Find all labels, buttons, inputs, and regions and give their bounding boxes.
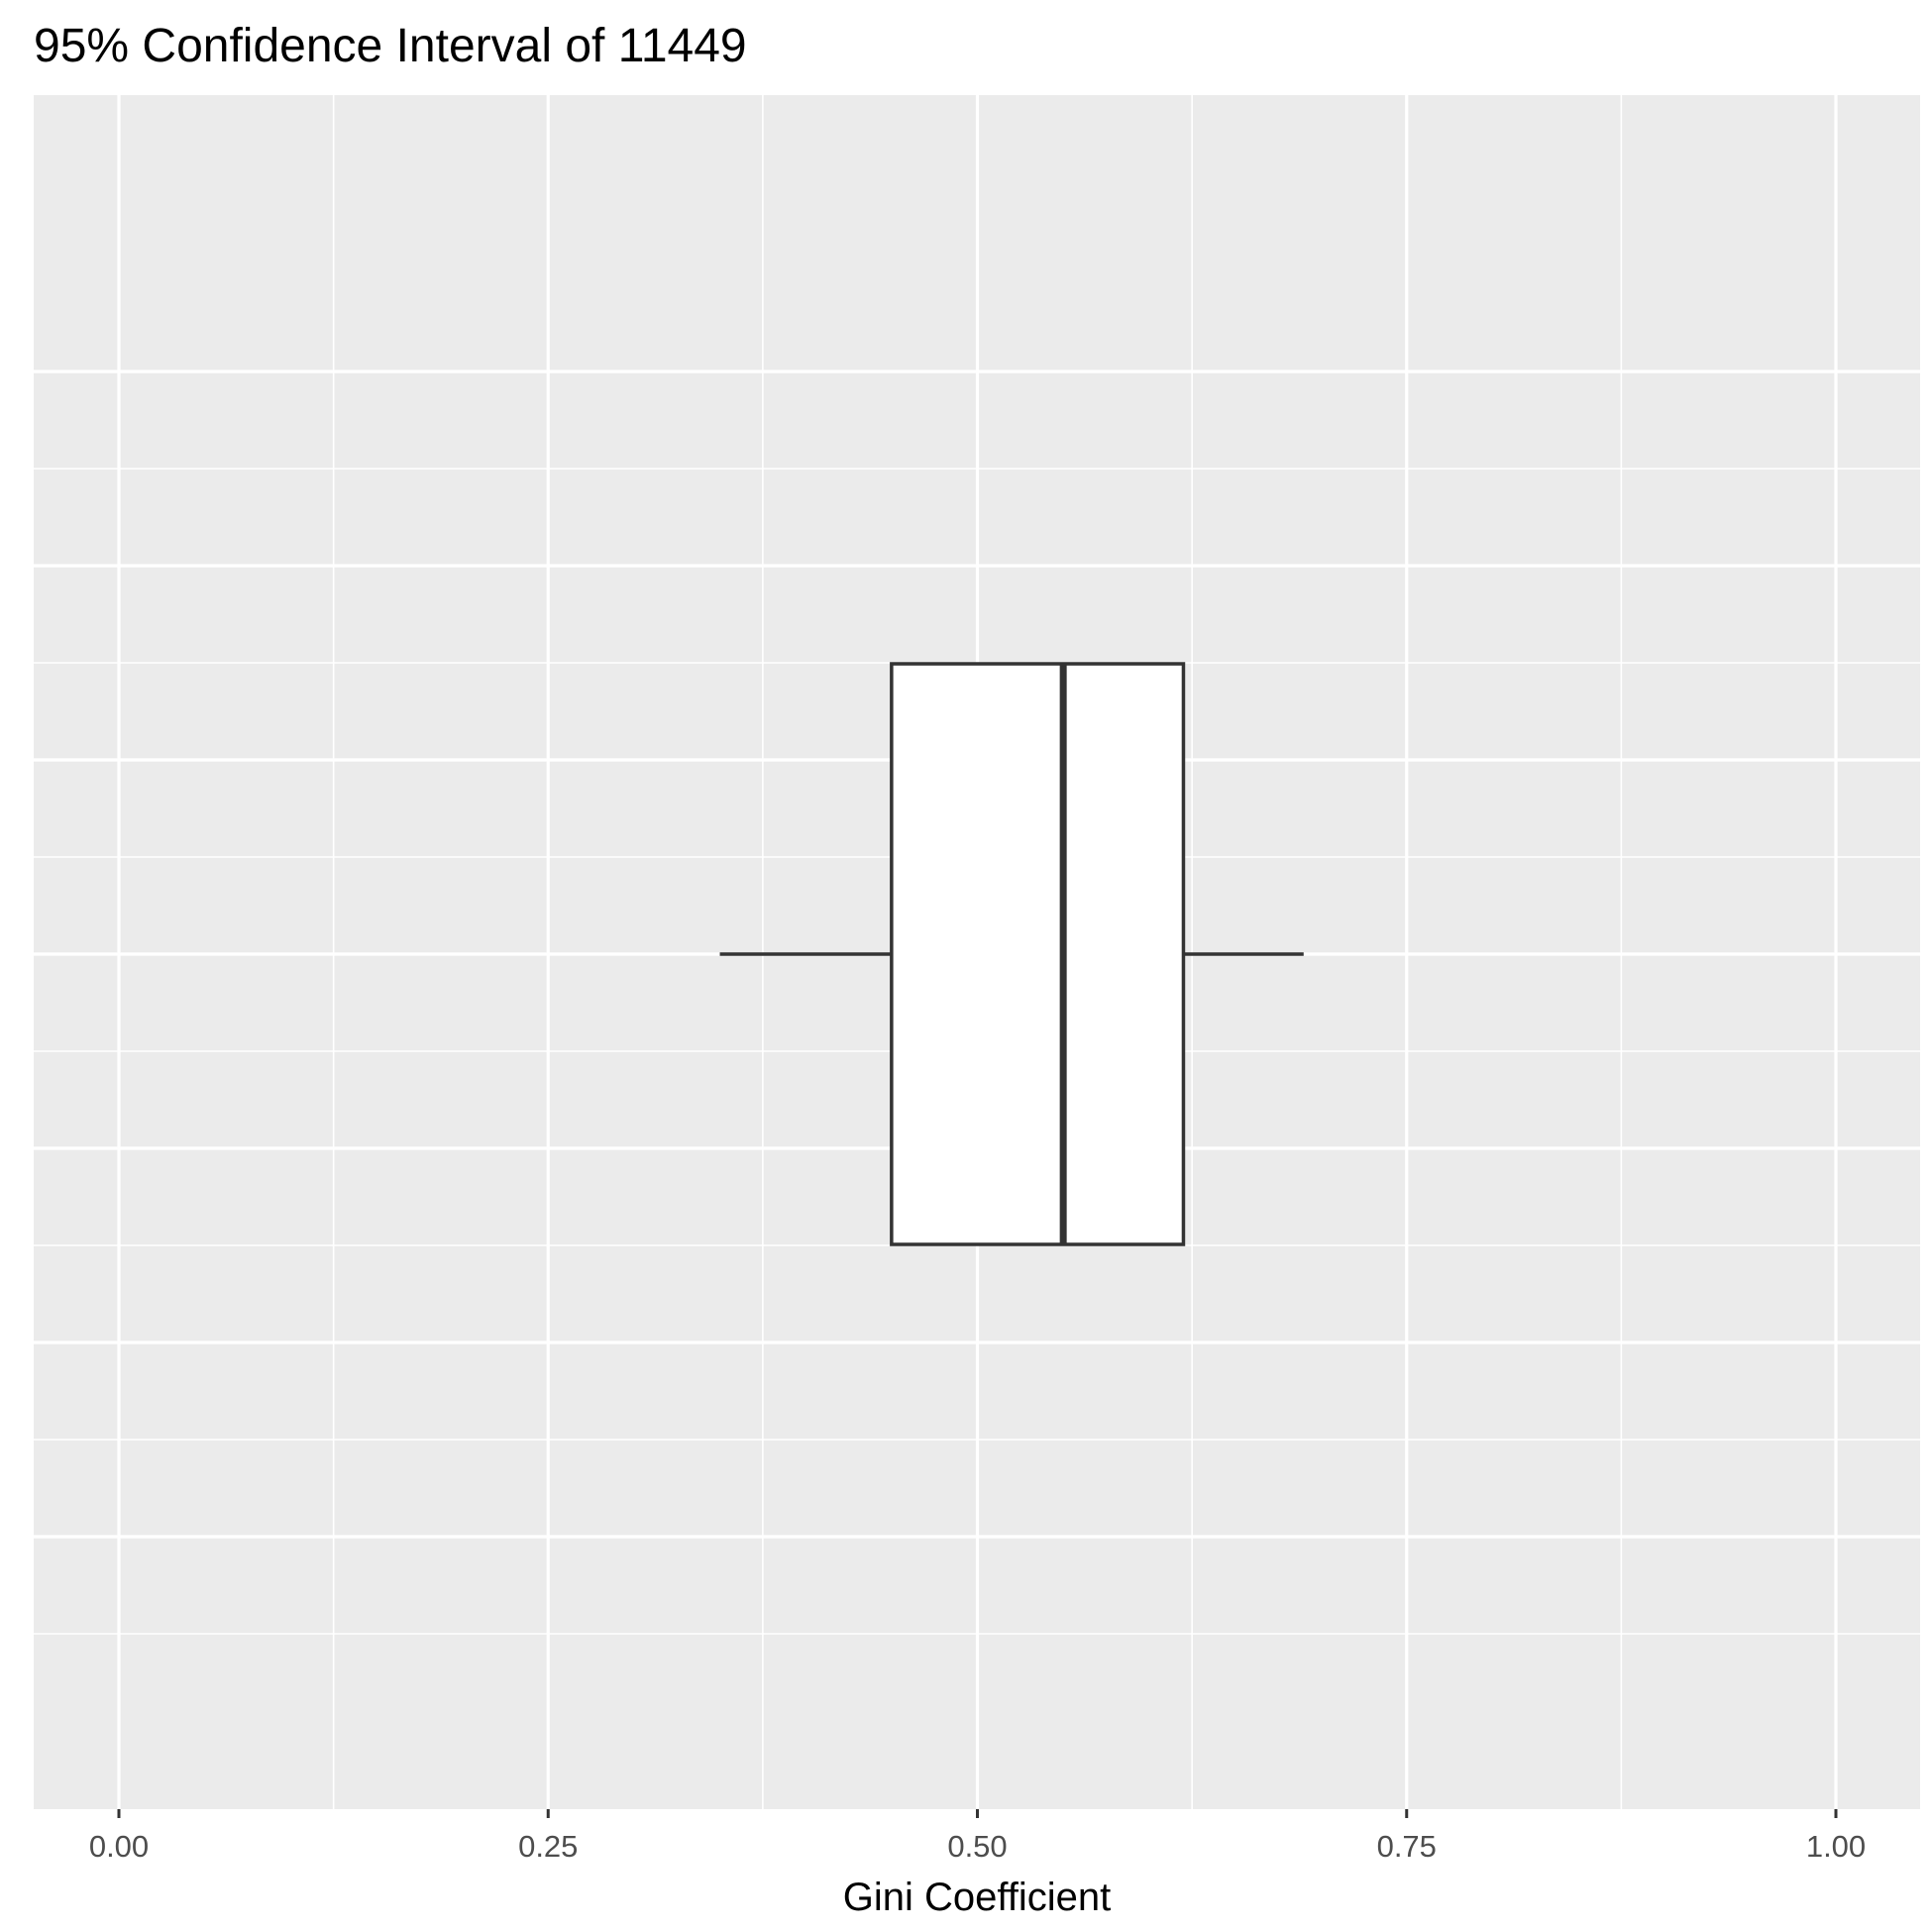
x-tick-label: 1.00	[1806, 1829, 1866, 1864]
chart-title: 95% Confidence Interval of 11449	[34, 20, 747, 72]
interquartile-box	[890, 662, 1186, 1246]
boxplot	[719, 662, 1304, 1246]
x-axis-ticks	[117, 1809, 1838, 1818]
x-tick-label: 0.50	[947, 1829, 1007, 1864]
x-tick-label: 0.25	[518, 1829, 578, 1864]
x-axis-tick-labels: 0.00 0.25 0.50 0.75 1.00	[89, 1829, 1866, 1864]
x-axis-title: Gini Coefficient	[843, 1876, 1112, 1919]
x-tick-label: 0.75	[1377, 1829, 1437, 1864]
x-tick-label: 0.00	[89, 1829, 149, 1864]
minor-gridlines-x	[332, 95, 1623, 1809]
